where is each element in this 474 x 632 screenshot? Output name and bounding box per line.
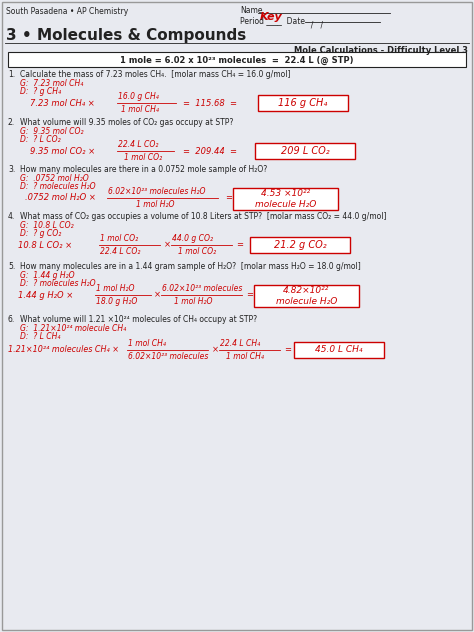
Text: 1 mol CO₂: 1 mol CO₂ xyxy=(100,234,138,243)
Text: G:  1.44 g H₂O: G: 1.44 g H₂O xyxy=(20,271,74,280)
Text: 3.: 3. xyxy=(8,165,15,174)
Bar xyxy=(258,95,348,111)
Text: G:  1.21×10²⁴ molecule CH₄: G: 1.21×10²⁴ molecule CH₄ xyxy=(20,324,126,333)
Text: 1.: 1. xyxy=(8,70,15,79)
Text: 22.4 L CH₄: 22.4 L CH₄ xyxy=(220,339,260,348)
Text: =  115.68  =: = 115.68 = xyxy=(183,99,237,107)
Text: D:  ? molecules H₂O: D: ? molecules H₂O xyxy=(20,279,96,288)
Text: 22.4 L CO₂: 22.4 L CO₂ xyxy=(118,140,158,149)
Text: Calculate the mass of 7.23 moles CH₄.  [molar mass CH₄ = 16.0 g/mol]: Calculate the mass of 7.23 moles CH₄. [m… xyxy=(20,70,291,79)
Text: How many molecules are in a 1.44 gram sample of H₂O?  [molar mass H₂O = 18.0 g/m: How many molecules are in a 1.44 gram sa… xyxy=(20,262,361,271)
Text: 3 • Molecules & Compounds: 3 • Molecules & Compounds xyxy=(6,28,246,43)
Text: 16.0 g CH₄: 16.0 g CH₄ xyxy=(118,92,159,101)
Text: 5.: 5. xyxy=(8,262,15,271)
Text: G:  9.35 mol CO₂: G: 9.35 mol CO₂ xyxy=(20,127,83,136)
Text: 4.53 ×10²²
molecule H₂O: 4.53 ×10²² molecule H₂O xyxy=(255,190,316,209)
Text: 1 mol H₂O: 1 mol H₂O xyxy=(174,297,212,306)
Text: G:  10.8 L CO₂: G: 10.8 L CO₂ xyxy=(20,221,73,230)
Text: 21.2 g CO₂: 21.2 g CO₂ xyxy=(273,240,326,250)
Text: D:  ? L CO₂: D: ? L CO₂ xyxy=(20,135,61,144)
Text: =  209.44  =: = 209.44 = xyxy=(183,147,237,155)
Text: =: = xyxy=(284,346,291,355)
Text: =: = xyxy=(246,291,253,300)
Text: 1.44 g H₂O ×: 1.44 g H₂O × xyxy=(18,291,73,300)
Text: 22.4 L CO₂: 22.4 L CO₂ xyxy=(100,247,140,256)
Bar xyxy=(255,143,355,159)
Text: What mass of CO₂ gas occupies a volume of 10.8 Liters at STP?  [molar mass CO₂ =: What mass of CO₂ gas occupies a volume o… xyxy=(20,212,386,221)
Text: 1 mole = 6.02 x 10²³ molecules  =  22.4 L (@ STP): 1 mole = 6.02 x 10²³ molecules = 22.4 L … xyxy=(120,56,354,64)
Text: How many molecules are there in a 0.0752 mole sample of H₂O?: How many molecules are there in a 0.0752… xyxy=(20,165,267,174)
Text: 1 mol CH₄: 1 mol CH₄ xyxy=(226,352,264,361)
Text: 1.21×10²⁴ molecules CH₄ ×: 1.21×10²⁴ molecules CH₄ × xyxy=(8,346,119,355)
Text: South Pasadena • AP Chemistry: South Pasadena • AP Chemistry xyxy=(6,7,128,16)
Text: 1 mol H₂O: 1 mol H₂O xyxy=(136,200,174,209)
Text: .0752 mol H₂O ×: .0752 mol H₂O × xyxy=(25,193,96,202)
Text: Mole Calculations - Difficulty Level 3: Mole Calculations - Difficulty Level 3 xyxy=(294,46,468,55)
Text: Period ____  Date: Period ____ Date xyxy=(240,16,305,25)
Text: /   /: / / xyxy=(306,21,323,30)
Bar xyxy=(8,52,466,67)
Text: 44.0 g CO₂: 44.0 g CO₂ xyxy=(172,234,213,243)
Bar xyxy=(294,342,384,358)
Text: D:  ? L CH₄: D: ? L CH₄ xyxy=(20,332,60,341)
Text: 4.: 4. xyxy=(8,212,15,221)
Text: 7.23 mol CH₄ ×: 7.23 mol CH₄ × xyxy=(30,99,95,107)
Text: 18.0 g H₂O: 18.0 g H₂O xyxy=(96,297,137,306)
Text: What volume will 9.35 moles of CO₂ gas occupy at STP?: What volume will 9.35 moles of CO₂ gas o… xyxy=(20,118,233,127)
Bar xyxy=(250,237,350,253)
Bar xyxy=(254,285,359,307)
Text: 10.8 L CO₂ ×: 10.8 L CO₂ × xyxy=(18,241,72,250)
Text: =: = xyxy=(236,241,243,250)
Text: 116 g CH₄: 116 g CH₄ xyxy=(278,98,328,108)
Text: 45.0 L CH₄: 45.0 L CH₄ xyxy=(315,346,363,355)
Text: 4.82×10²²
molecule H₂O: 4.82×10²² molecule H₂O xyxy=(276,286,337,306)
Text: ×: × xyxy=(154,291,161,300)
Text: G:  .0752 mol H₂O: G: .0752 mol H₂O xyxy=(20,174,89,183)
Text: ×: × xyxy=(212,346,219,355)
Bar xyxy=(233,188,338,210)
Text: 1 mol CO₂: 1 mol CO₂ xyxy=(124,153,162,162)
Text: 6.02×10²³ molecules H₂O: 6.02×10²³ molecules H₂O xyxy=(108,187,206,196)
Text: ×: × xyxy=(164,241,171,250)
Text: 1 mol CH₄: 1 mol CH₄ xyxy=(121,105,159,114)
Text: G:  7.23 mol CH₄: G: 7.23 mol CH₄ xyxy=(20,79,83,88)
Text: What volume will 1.21 ×10²⁴ molecules of CH₄ occupy at STP?: What volume will 1.21 ×10²⁴ molecules of… xyxy=(20,315,257,324)
Text: D:  ? molecules H₂O: D: ? molecules H₂O xyxy=(20,182,96,191)
Text: D:  ? g CH₄: D: ? g CH₄ xyxy=(20,87,61,96)
Text: Name: Name xyxy=(240,6,263,15)
Text: 209 L CO₂: 209 L CO₂ xyxy=(281,146,329,156)
Text: 1 mol H₂O: 1 mol H₂O xyxy=(96,284,135,293)
Text: 1 mol CH₄: 1 mol CH₄ xyxy=(128,339,166,348)
Text: 9.35 mol CO₂ ×: 9.35 mol CO₂ × xyxy=(30,147,95,155)
Text: =: = xyxy=(225,193,232,202)
Text: 1 mol CO₂: 1 mol CO₂ xyxy=(178,247,216,256)
Text: 6.02×10²³ molecules: 6.02×10²³ molecules xyxy=(128,352,209,361)
Text: 6.: 6. xyxy=(8,315,15,324)
Text: 2.: 2. xyxy=(8,118,15,127)
Text: 6.02×10²³ molecules: 6.02×10²³ molecules xyxy=(162,284,242,293)
Text: D:  ? g CO₂: D: ? g CO₂ xyxy=(20,229,61,238)
Text: Key: Key xyxy=(260,12,283,22)
